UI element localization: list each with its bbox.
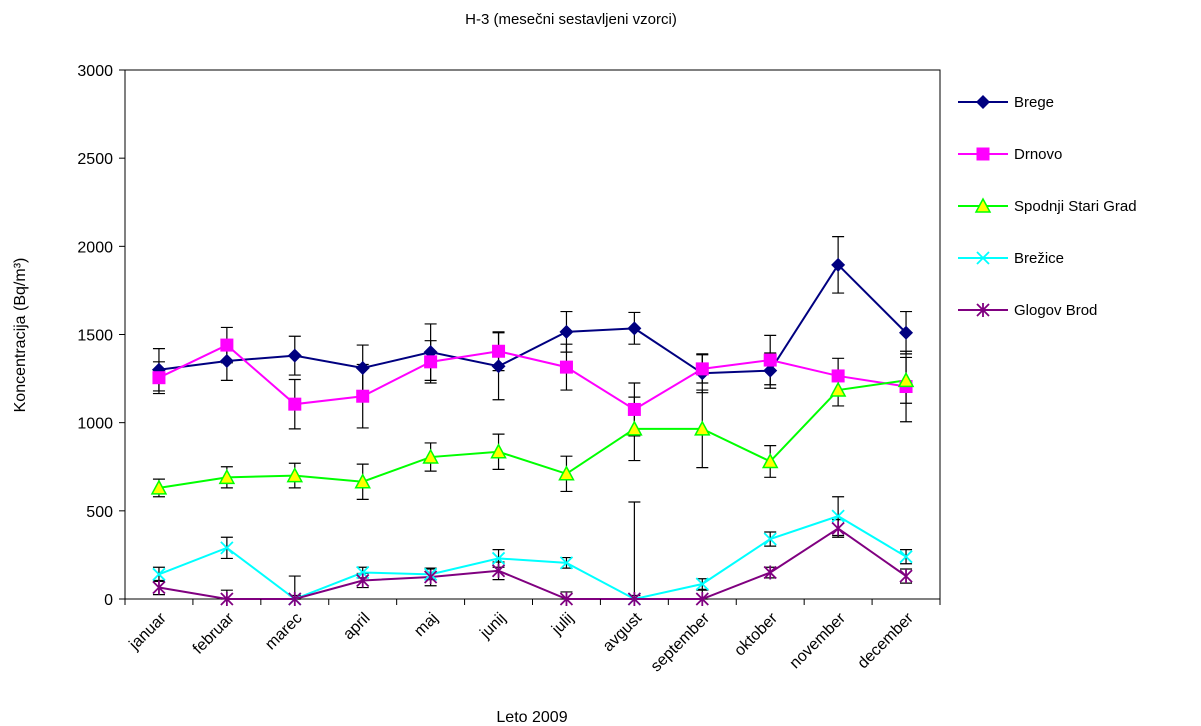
data-point <box>627 402 641 416</box>
x-tick-label: oktober <box>731 609 781 659</box>
data-point <box>695 362 709 376</box>
error-bar <box>628 501 641 600</box>
data-point <box>627 592 642 606</box>
data-point <box>152 567 166 581</box>
plot-area <box>124 69 941 600</box>
legend-label: Brege <box>1014 94 1054 111</box>
x-tick-label: maj <box>411 610 441 640</box>
data-point <box>763 363 778 378</box>
y-axis-title: Koncentracija (Bq/m³) <box>12 258 29 413</box>
y-tick-label: 2500 <box>77 151 113 168</box>
y-tick-label: 0 <box>104 592 113 609</box>
data-point <box>831 369 845 383</box>
data-point <box>491 563 506 578</box>
data-point <box>761 452 779 469</box>
data-point <box>558 465 575 481</box>
y-tick-label: 2000 <box>77 239 113 256</box>
y-tick-label: 1500 <box>77 328 113 345</box>
data-point <box>220 338 234 352</box>
data-point <box>423 569 438 584</box>
data-point <box>899 569 913 584</box>
x-tick-label: junij <box>477 610 510 643</box>
y-tick-label: 3000 <box>77 63 113 80</box>
data-point <box>355 361 370 376</box>
x-tick-label: julij <box>548 610 577 639</box>
x-tick-label: marec <box>262 610 305 653</box>
data-point <box>218 468 236 485</box>
data-point <box>219 353 234 368</box>
legend-marker <box>974 197 992 213</box>
y-tick-label: 500 <box>86 504 113 521</box>
data-point <box>559 592 574 606</box>
legend-label: Drnovo <box>1014 146 1062 163</box>
legend-marker <box>976 303 990 317</box>
data-point <box>559 556 574 570</box>
data-point <box>695 592 709 606</box>
data-point <box>152 580 166 595</box>
x-tick-label: april <box>340 610 373 643</box>
data-point <box>220 541 234 555</box>
series-line-2 <box>158 379 907 489</box>
data-point <box>626 420 643 436</box>
data-point <box>695 577 709 591</box>
data-point <box>899 325 914 340</box>
data-point <box>150 479 168 495</box>
legend-marker <box>976 251 990 265</box>
data-point <box>220 592 234 606</box>
data-point <box>288 592 302 606</box>
series-line-1 <box>158 343 907 411</box>
x-tick-label: december <box>855 609 918 672</box>
data-point <box>286 466 304 483</box>
x-tick-label: avgust <box>600 609 646 655</box>
data-point <box>831 509 845 523</box>
data-point <box>763 532 777 546</box>
data-point <box>356 389 370 403</box>
data-point <box>829 381 847 397</box>
data-point <box>287 348 302 363</box>
chart-title: H-3 (mesečni sestavljeni vzorci) <box>465 11 677 28</box>
data-point <box>559 360 573 374</box>
data-point <box>627 321 642 336</box>
legend-label: Glogov Brod <box>1014 302 1097 319</box>
data-point <box>288 397 302 411</box>
data-point <box>424 355 438 369</box>
x-tick-label: november <box>787 609 850 672</box>
x-tick-label: september <box>648 609 714 675</box>
legend-marker <box>976 147 990 161</box>
legend: Brege Drnovo Spodnji Stari Grad Brežice Glog… <box>958 94 1137 319</box>
series-line-3 <box>158 515 907 601</box>
x-axis-title: Leto 2009 <box>496 709 567 726</box>
series-line-0 <box>158 263 907 375</box>
data-point <box>763 353 777 367</box>
x-tick-label: januar <box>126 609 171 654</box>
data-point <box>831 521 845 536</box>
data-point <box>490 443 507 459</box>
data-point <box>491 359 506 374</box>
data-point <box>897 371 915 388</box>
data-point <box>422 448 439 464</box>
x-tick-label: februar <box>190 609 238 657</box>
data-point <box>491 551 506 566</box>
data-point <box>559 324 574 339</box>
data-point <box>694 420 711 436</box>
data-point <box>492 344 506 358</box>
y-tick-label: 1000 <box>77 416 113 433</box>
data-point <box>831 257 846 272</box>
data-point <box>354 473 371 489</box>
data-point <box>763 565 777 580</box>
data-point <box>356 573 370 588</box>
legend-label: Brežice <box>1014 250 1064 267</box>
legend-marker <box>976 95 990 109</box>
series-line-4 <box>158 527 907 600</box>
legend-label: Spodnji Stari Grad <box>1014 198 1137 215</box>
data-point <box>899 550 913 564</box>
data-point <box>152 371 166 385</box>
